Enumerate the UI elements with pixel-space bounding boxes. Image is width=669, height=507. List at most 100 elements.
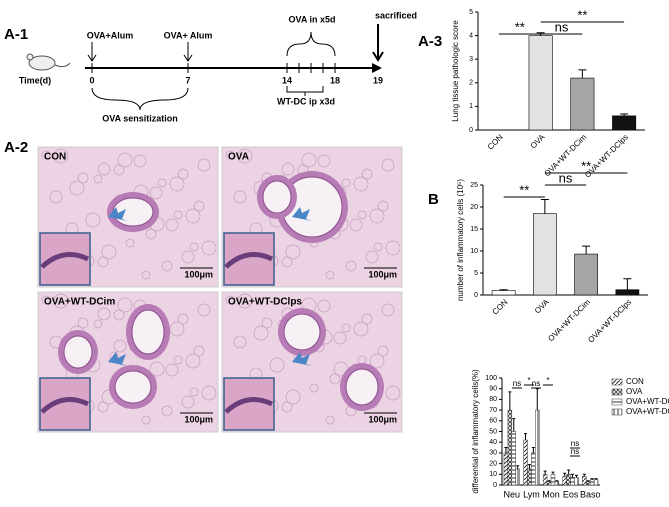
bar <box>562 476 567 486</box>
bar <box>554 481 560 486</box>
label: OVA <box>228 152 249 163</box>
bar <box>550 474 556 486</box>
error-bar <box>551 471 555 475</box>
alveolus <box>285 244 301 260</box>
alveolus <box>357 210 367 220</box>
airway <box>345 368 379 406</box>
airway <box>262 180 292 214</box>
sig-label: ** <box>581 158 591 173</box>
arrow <box>87 42 97 62</box>
alveolus <box>325 415 335 425</box>
alveolus <box>281 401 293 413</box>
y-tick-label: 50 <box>489 428 497 435</box>
micrograph <box>221 291 403 433</box>
label: 18 <box>330 75 340 85</box>
alveolus <box>317 154 331 168</box>
label: 100μm <box>184 269 213 279</box>
alveolus <box>101 244 117 260</box>
alveolus <box>117 297 133 313</box>
bar <box>533 213 557 296</box>
blue-arrow <box>292 207 312 221</box>
bar <box>507 409 513 486</box>
alveolus <box>133 154 147 168</box>
bar <box>612 115 637 131</box>
error-bar <box>578 69 587 79</box>
y-tick-label: 1 <box>469 103 473 110</box>
alveolus <box>261 317 273 329</box>
alveolus <box>141 415 151 425</box>
alveolus <box>49 190 63 204</box>
bar <box>503 452 509 486</box>
alveolus <box>197 303 211 317</box>
mouse-icon <box>26 53 71 71</box>
micrograph <box>37 146 219 288</box>
alveolus <box>381 303 395 317</box>
alveolus <box>349 218 363 232</box>
alveolus <box>373 242 383 252</box>
x-tick-label: Baso <box>580 489 601 499</box>
error-bar <box>590 478 594 480</box>
alveolus <box>377 200 389 212</box>
bar <box>589 479 595 486</box>
y-tick-label: 90 <box>489 386 497 393</box>
error-bar <box>571 473 575 478</box>
label: OVA sensitization <box>102 113 178 123</box>
y-tick-label: 3 <box>469 56 473 63</box>
alveolus <box>93 319 103 329</box>
alveolus <box>145 228 157 240</box>
legend-swatch <box>611 388 623 396</box>
label: sacrificed <box>375 10 417 20</box>
error-bar <box>535 388 539 411</box>
error-bar <box>582 245 591 255</box>
airway <box>63 335 93 369</box>
alveolus <box>333 331 347 345</box>
sig-label: ** <box>519 182 529 197</box>
y-tick-label: 10 <box>489 471 497 478</box>
alveolus <box>41 295 51 305</box>
sig-label: ** <box>577 7 587 22</box>
y-tick-label: 4 <box>469 32 473 39</box>
label: OVA+Alum <box>87 30 134 40</box>
label: 7 <box>185 75 190 85</box>
alveolus <box>369 353 385 369</box>
bar <box>527 468 532 486</box>
alveolus <box>197 158 211 172</box>
sig-label: * <box>527 376 530 385</box>
bar <box>511 431 516 486</box>
bar <box>593 479 599 486</box>
alveolus <box>53 293 69 309</box>
alveolus <box>341 323 351 333</box>
y-tick-label: 2 <box>469 80 473 87</box>
alveolus <box>97 401 109 413</box>
alveolus <box>189 387 199 397</box>
inset-cells <box>224 397 274 414</box>
blue-arrow <box>292 352 312 366</box>
bar <box>535 409 540 486</box>
airway <box>283 313 321 351</box>
legend-swatch <box>611 378 623 386</box>
bar <box>523 439 528 486</box>
alveolus <box>177 313 189 325</box>
label: 0 <box>89 75 94 85</box>
alveolus <box>361 313 373 325</box>
error-bar <box>516 465 520 469</box>
alveolus <box>353 176 369 192</box>
y-tick-label: 20 <box>470 204 478 211</box>
alveolus <box>341 178 351 188</box>
alveolus <box>113 164 125 176</box>
bar <box>570 77 595 131</box>
alveolus <box>161 405 173 417</box>
sig-label: ** <box>515 19 525 34</box>
y-tick-label: 40 <box>489 439 497 446</box>
alveolus <box>161 260 173 272</box>
error-bar <box>547 480 551 482</box>
error-bar <box>527 464 531 469</box>
bar <box>574 477 579 486</box>
label: OVA+WT-DClps <box>228 297 302 308</box>
sig-label: ns <box>559 170 573 185</box>
alveolus <box>181 250 195 264</box>
label: 100μm <box>184 414 213 424</box>
y-tick-label: 100 <box>485 375 497 382</box>
error-bar <box>540 199 549 214</box>
